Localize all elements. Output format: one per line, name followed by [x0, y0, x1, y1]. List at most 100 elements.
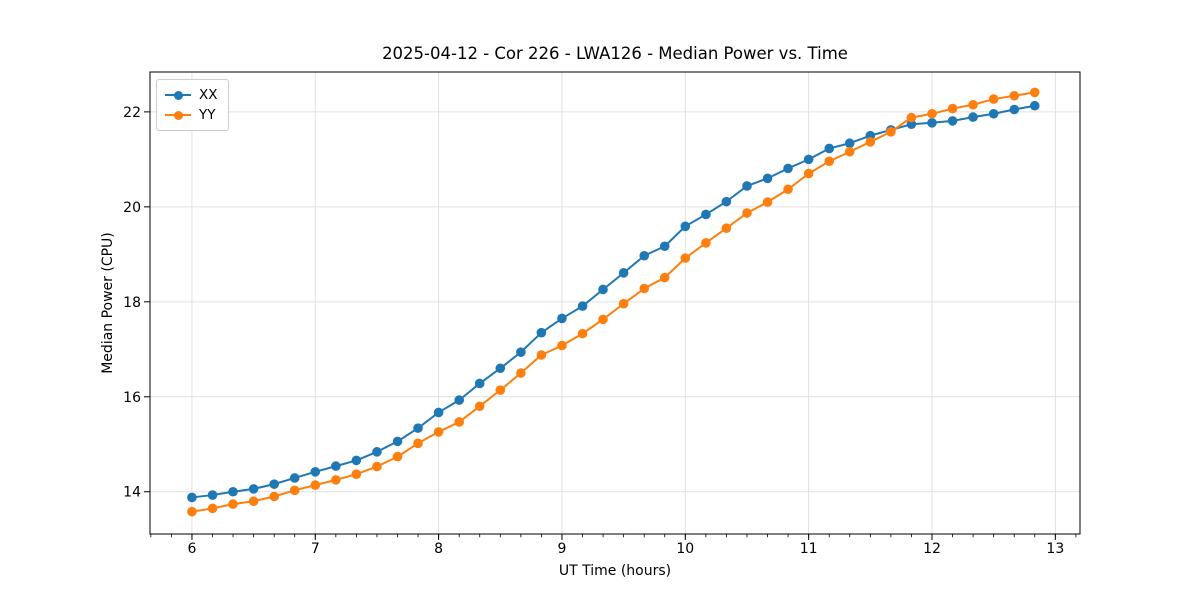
data-point-xx [680, 221, 691, 232]
data-point-xx [598, 284, 608, 295]
data-point-yy [557, 340, 567, 351]
data-point-xx [331, 461, 341, 471]
x-tick-label: 6 [187, 541, 196, 557]
legend-item-yy: YY [165, 105, 218, 125]
data-point-yy [701, 238, 711, 248]
data-point-yy [927, 108, 937, 119]
data-point-xx [433, 407, 444, 418]
data-point-yy [474, 401, 485, 412]
data-point-yy [207, 503, 218, 514]
data-point-xx [289, 473, 300, 483]
data-point-yy [187, 506, 197, 517]
data-point-yy [228, 499, 238, 509]
data-point-xx [947, 116, 958, 126]
data-point-yy [824, 156, 835, 167]
data-point-xx [228, 486, 238, 497]
legend-label-yy: YY [199, 107, 216, 123]
data-point-xx [577, 301, 588, 311]
data-point-xx [844, 138, 855, 149]
x-tick-label: 11 [800, 541, 818, 557]
x-tick-label: 9 [558, 541, 567, 557]
data-point-yy [783, 184, 793, 195]
x-tick-label: 10 [676, 541, 694, 557]
data-point-xx [454, 395, 465, 405]
data-point-yy [680, 253, 691, 263]
data-point-yy [598, 314, 608, 325]
data-point-yy [906, 112, 917, 123]
data-point-xx [927, 118, 937, 128]
data-point-xx [659, 241, 670, 252]
data-point-yy [351, 469, 362, 479]
data-point-xx [1029, 100, 1040, 111]
y-tick-label: 20 [123, 200, 141, 216]
data-point-yy [968, 99, 978, 110]
data-point-yy [762, 197, 773, 207]
x-axis-label: UT Time (hours) [558, 563, 672, 579]
data-point-yy [516, 368, 526, 378]
legend-line-marker-icon [165, 110, 191, 120]
y-axis-label: Median Power (CPU) [100, 232, 116, 374]
data-point-xx [988, 108, 999, 119]
data-point-yy [331, 475, 341, 485]
data-point-xx [1009, 104, 1020, 115]
legend-item-xx: XX [165, 85, 218, 105]
data-point-yy [289, 485, 300, 496]
data-point-yy [742, 208, 752, 218]
x-tick-label: 12 [923, 541, 941, 557]
data-point-yy [269, 491, 280, 502]
x-tick-label: 8 [434, 541, 443, 557]
axes-frame [149, 71, 1081, 535]
data-point-yy [392, 451, 403, 462]
y-tick-label: 22 [123, 105, 141, 121]
data-point-xx [824, 143, 835, 154]
data-point-xx [269, 479, 280, 489]
data-point-xx [906, 119, 917, 130]
legend-label-xx: XX [199, 87, 218, 103]
legend-dot-icon [173, 110, 183, 120]
y-tick-label: 14 [123, 485, 141, 501]
data-point-xx [968, 112, 978, 122]
data-point-xx [639, 250, 650, 261]
data-point-xx [248, 484, 259, 494]
data-point-xx [701, 209, 711, 220]
legend-dot-icon [173, 90, 183, 100]
data-point-yy [618, 298, 629, 309]
data-point-xx [351, 455, 362, 466]
chart-title: 2025-04-12 - Cor 226 - LWA126 - Median P… [382, 44, 848, 63]
data-point-yy [803, 168, 814, 179]
data-point-yy [886, 127, 896, 137]
data-point-yy [454, 417, 465, 427]
data-point-xx [187, 492, 197, 503]
data-point-yy [310, 480, 321, 490]
data-point-yy [495, 385, 506, 395]
data-point-xx [721, 196, 732, 207]
data-point-yy [865, 136, 876, 147]
data-point-yy [1029, 87, 1040, 98]
data-point-xx [762, 173, 773, 184]
data-point-xx [618, 268, 629, 278]
data-point-yy [844, 146, 855, 157]
data-point-yy [433, 427, 444, 437]
data-point-yy [413, 438, 423, 449]
data-point-xx [413, 423, 423, 433]
data-point-yy [659, 272, 670, 283]
x-tick-label: 13 [1046, 541, 1064, 557]
data-point-yy [372, 461, 382, 472]
y-tick-label: 18 [123, 295, 141, 311]
x-tick-label: 7 [311, 541, 320, 557]
data-point-xx [207, 490, 218, 500]
data-point-xx [392, 436, 403, 447]
data-point-yy [536, 350, 547, 360]
data-point-yy [721, 223, 732, 234]
data-point-yy [947, 103, 958, 114]
data-point-xx [516, 347, 526, 357]
data-point-xx [372, 447, 382, 457]
data-point-yy [1009, 90, 1020, 101]
data-point-xx [557, 313, 567, 324]
data-point-xx [474, 378, 485, 389]
data-point-yy [248, 496, 259, 507]
data-point-xx [536, 327, 547, 338]
legend-line-marker-icon [165, 90, 191, 100]
